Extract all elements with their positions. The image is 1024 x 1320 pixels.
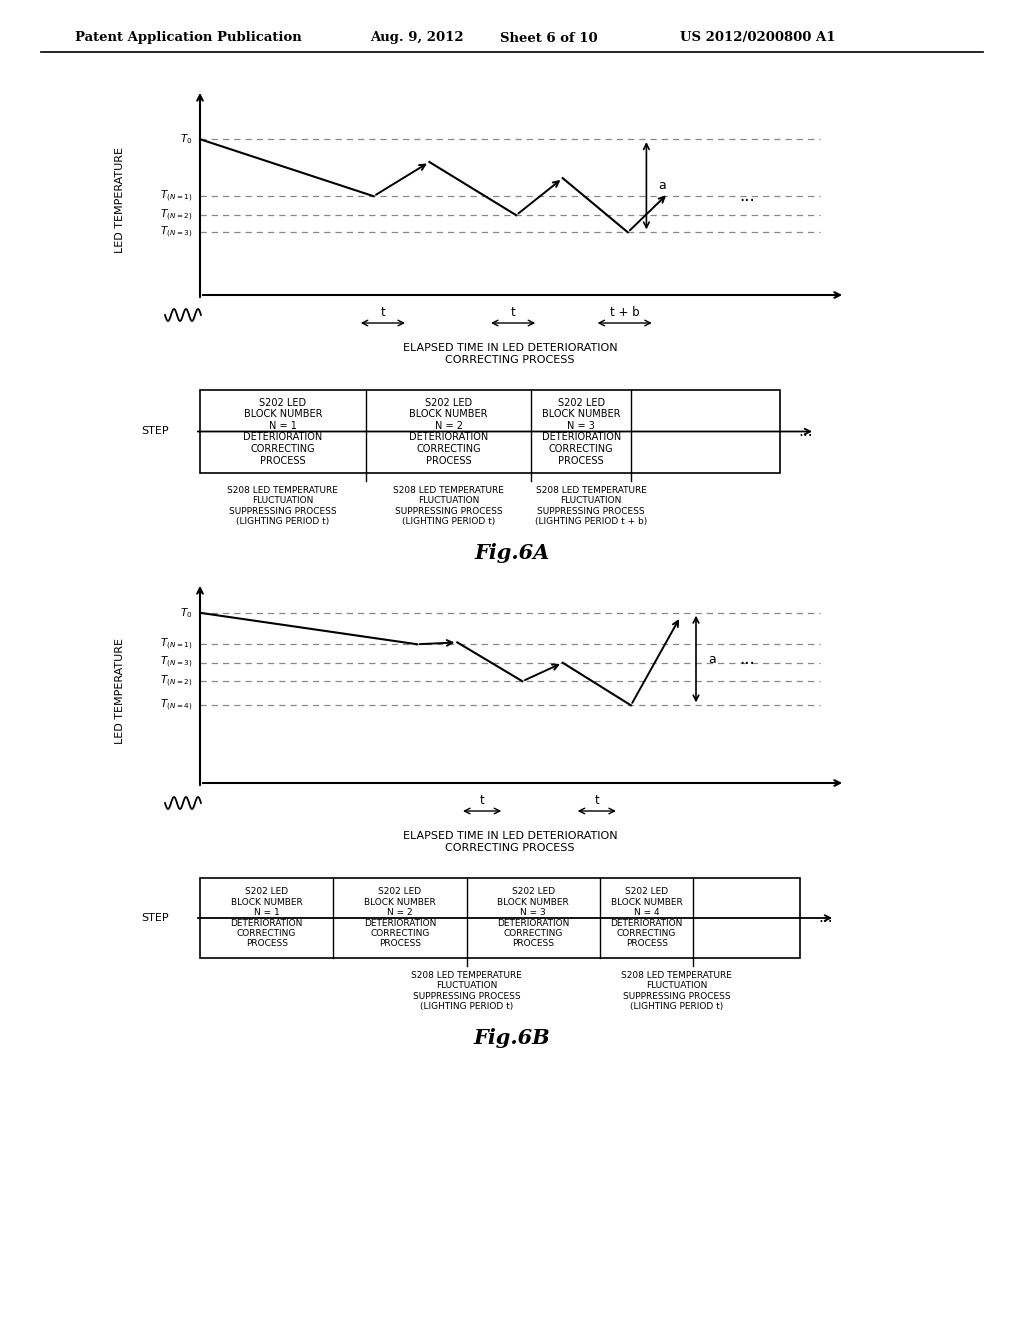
Text: S202 LED
BLOCK NUMBER
N = 2
DETERIORATION
CORRECTING
PROCESS: S202 LED BLOCK NUMBER N = 2 DETERIORATIO… bbox=[409, 397, 488, 466]
Text: STEP: STEP bbox=[141, 913, 169, 923]
Text: S208 LED TEMPERATURE
FLUCTUATION
SUPPRESSING PROCESS
(LIGHTING PERIOD t): S208 LED TEMPERATURE FLUCTUATION SUPPRES… bbox=[393, 486, 504, 527]
Text: $T_{(N=3)}$: $T_{(N=3)}$ bbox=[160, 224, 193, 240]
Text: $T_0$: $T_0$ bbox=[179, 606, 193, 619]
Text: Patent Application Publication: Patent Application Publication bbox=[75, 32, 302, 45]
Text: LED TEMPERATURE: LED TEMPERATURE bbox=[115, 147, 125, 253]
Text: Aug. 9, 2012: Aug. 9, 2012 bbox=[370, 32, 464, 45]
Text: ...: ... bbox=[739, 649, 755, 668]
Text: $T_{(N=3)}$: $T_{(N=3)}$ bbox=[160, 655, 193, 671]
Text: Fig.6A: Fig.6A bbox=[474, 543, 550, 564]
Text: $T_{(N=1)}$: $T_{(N=1)}$ bbox=[160, 189, 193, 203]
Text: $T_{(N=2)}$: $T_{(N=2)}$ bbox=[160, 673, 193, 689]
Text: S202 LED
BLOCK NUMBER
N = 4
DETERIORATION
CORRECTING
PROCESS: S202 LED BLOCK NUMBER N = 4 DETERIORATIO… bbox=[610, 887, 683, 949]
Text: S202 LED
BLOCK NUMBER
N = 2
DETERIORATION
CORRECTING
PROCESS: S202 LED BLOCK NUMBER N = 2 DETERIORATIO… bbox=[364, 887, 436, 949]
Text: S208 LED TEMPERATURE
FLUCTUATION
SUPPRESSING PROCESS
(LIGHTING PERIOD t): S208 LED TEMPERATURE FLUCTUATION SUPPRES… bbox=[227, 486, 338, 527]
Bar bbox=[200, 878, 800, 958]
Text: LED TEMPERATURE: LED TEMPERATURE bbox=[115, 638, 125, 743]
Text: S202 LED
BLOCK NUMBER
N = 3
DETERIORATION
CORRECTING
PROCESS: S202 LED BLOCK NUMBER N = 3 DETERIORATIO… bbox=[497, 887, 569, 949]
Text: ...: ... bbox=[739, 187, 755, 205]
Text: $T_0$: $T_0$ bbox=[179, 132, 193, 147]
Text: ...: ... bbox=[798, 424, 813, 440]
Text: US 2012/0200800 A1: US 2012/0200800 A1 bbox=[680, 32, 836, 45]
Text: $T_{(N=1)}$: $T_{(N=1)}$ bbox=[160, 636, 193, 652]
Text: S208 LED TEMPERATURE
FLUCTUATION
SUPPRESSING PROCESS
(LIGHTING PERIOD t): S208 LED TEMPERATURE FLUCTUATION SUPPRES… bbox=[412, 972, 522, 1011]
Text: t + b: t + b bbox=[610, 306, 640, 319]
Text: t: t bbox=[381, 306, 385, 319]
Text: ...: ... bbox=[818, 911, 833, 925]
Text: S202 LED
BLOCK NUMBER
N = 1
DETERIORATION
CORRECTING
PROCESS: S202 LED BLOCK NUMBER N = 1 DETERIORATIO… bbox=[244, 397, 323, 466]
Text: ELAPSED TIME IN LED DETERIORATION
CORRECTING PROCESS: ELAPSED TIME IN LED DETERIORATION CORREC… bbox=[402, 343, 617, 364]
Text: a: a bbox=[708, 652, 716, 665]
Text: S208 LED TEMPERATURE
FLUCTUATION
SUPPRESSING PROCESS
(LIGHTING PERIOD t): S208 LED TEMPERATURE FLUCTUATION SUPPRES… bbox=[622, 972, 732, 1011]
Text: S208 LED TEMPERATURE
FLUCTUATION
SUPPRESSING PROCESS
(LIGHTING PERIOD t + b): S208 LED TEMPERATURE FLUCTUATION SUPPRES… bbox=[535, 486, 647, 527]
Text: $T_{(N=2)}$: $T_{(N=2)}$ bbox=[160, 207, 193, 223]
Text: t: t bbox=[594, 795, 599, 808]
Text: $T_{(N=4)}$: $T_{(N=4)}$ bbox=[160, 697, 193, 713]
Text: S202 LED
BLOCK NUMBER
N = 3
DETERIORATION
CORRECTING
PROCESS: S202 LED BLOCK NUMBER N = 3 DETERIORATIO… bbox=[542, 397, 621, 466]
Text: Sheet 6 of 10: Sheet 6 of 10 bbox=[500, 32, 598, 45]
Text: t: t bbox=[479, 795, 484, 808]
Text: S202 LED
BLOCK NUMBER
N = 1
DETERIORATION
CORRECTING
PROCESS: S202 LED BLOCK NUMBER N = 1 DETERIORATIO… bbox=[230, 887, 303, 949]
Text: STEP: STEP bbox=[141, 426, 169, 437]
Text: Fig.6B: Fig.6B bbox=[474, 1028, 550, 1048]
Text: ELAPSED TIME IN LED DETERIORATION
CORRECTING PROCESS: ELAPSED TIME IN LED DETERIORATION CORREC… bbox=[402, 832, 617, 853]
Text: t: t bbox=[511, 306, 515, 319]
Text: a: a bbox=[658, 180, 667, 193]
Bar bbox=[200, 389, 780, 473]
